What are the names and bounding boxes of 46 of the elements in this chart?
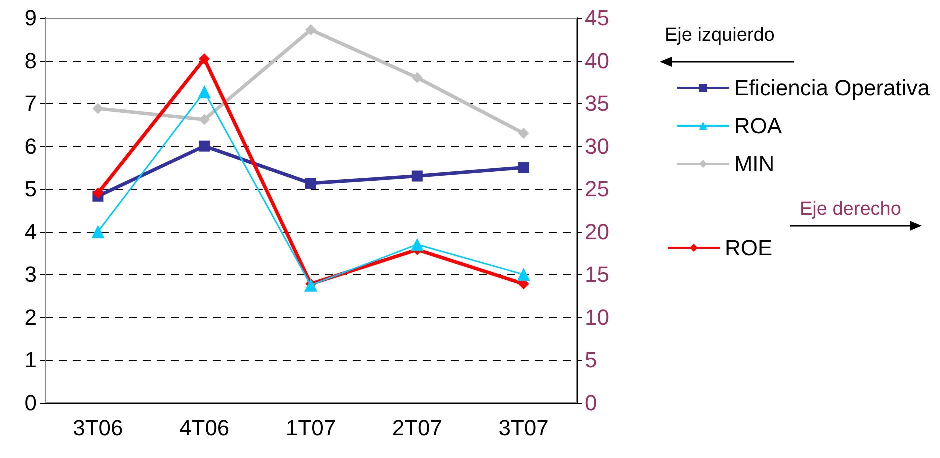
legend-label: MIN: [734, 152, 775, 176]
y2-tick-label: 45: [585, 6, 610, 30]
text: Eje izquierdo: [665, 25, 775, 46]
y-tick-label: 2: [24, 304, 37, 330]
y2-tick-label: 15: [585, 262, 610, 288]
point: [518, 162, 530, 174]
text: Eje derecho: [800, 199, 902, 220]
x-tick-label: 3T07: [498, 416, 549, 440]
x-tick-label: 1T07: [286, 416, 336, 440]
point: [517, 268, 530, 282]
point: [306, 24, 316, 36]
point: [92, 225, 105, 238]
point: [410, 238, 424, 252]
y2-tick-label: 30: [585, 134, 610, 159]
y-tick-label: 4: [24, 219, 37, 244]
x-tick-label: 4T06: [180, 416, 230, 440]
y2-tick-label: 20: [585, 219, 610, 244]
y-tick-label: 9: [24, 6, 37, 30]
point: [412, 72, 423, 84]
point: [412, 170, 423, 182]
point: [92, 188, 104, 199]
y2-tick-label: 40: [585, 48, 610, 74]
y2-tick-label: 25: [585, 176, 610, 202]
y-tick-label: 7: [24, 91, 37, 116]
x-tick-label: 3T06: [73, 416, 124, 440]
point: [306, 178, 316, 190]
legend-label: ROE: [725, 236, 773, 260]
y-tick-label: 5: [24, 176, 37, 202]
y2-tick-label: 0: [585, 390, 598, 416]
legend-label: Eficiencia Operativa: [734, 76, 931, 100]
y2-tick-label: 5: [585, 348, 598, 373]
x-tick-label: 2T07: [392, 416, 442, 440]
point: [198, 86, 212, 99]
y-tick-label: 6: [24, 134, 37, 159]
point: [199, 140, 210, 152]
y2-tick-label: 35: [585, 91, 610, 116]
y-tick-label: 1: [24, 348, 37, 373]
point: [92, 103, 104, 114]
y-tick-label: 3: [24, 262, 37, 288]
point: [518, 128, 530, 139]
point: [199, 114, 210, 126]
legend-label: ROA: [734, 114, 782, 138]
y2-tick-label: 10: [585, 304, 610, 330]
point: [199, 54, 210, 65]
y-tick-label: 0: [24, 390, 37, 416]
y-tick-label: 8: [24, 48, 37, 74]
